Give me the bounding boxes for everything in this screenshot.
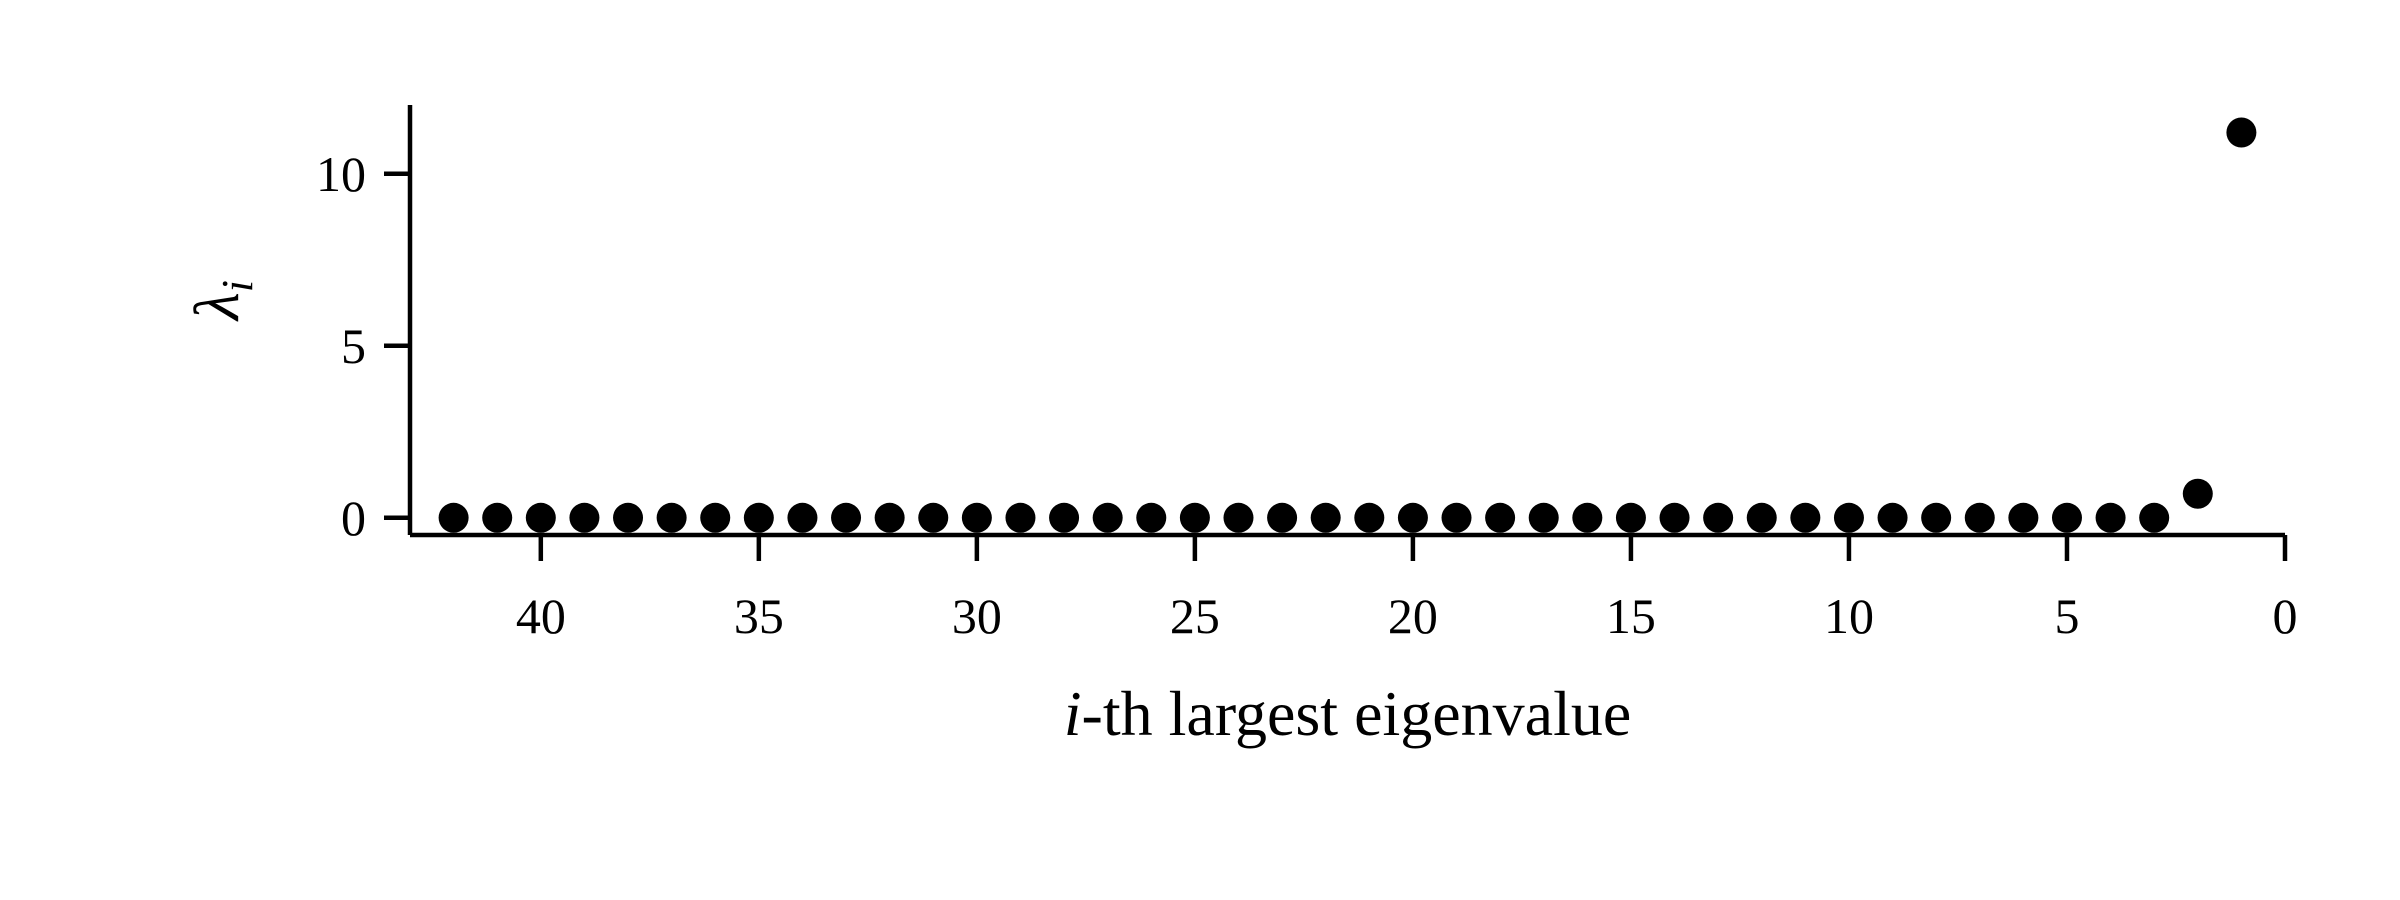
y-axis-ticks: 0 5 10 xyxy=(316,146,410,546)
axes xyxy=(407,105,2285,538)
data-point xyxy=(1615,502,1646,533)
data-point xyxy=(569,502,600,533)
data-point xyxy=(743,502,774,533)
data-point xyxy=(2182,478,2213,509)
data-point xyxy=(1267,502,1298,533)
data-point xyxy=(1354,502,1385,533)
data-point xyxy=(482,502,513,533)
y-axis-title-subscript: i xyxy=(213,280,262,292)
data-point xyxy=(1485,502,1516,533)
data-points xyxy=(438,117,2257,533)
y-tick-label: 5 xyxy=(341,318,366,374)
x-tick-label: 35 xyxy=(734,588,784,644)
x-axis-title-variable: i xyxy=(1064,678,1082,749)
data-point xyxy=(961,502,992,533)
data-point xyxy=(1790,502,1821,533)
data-point xyxy=(1528,502,1559,533)
x-tick-label: 20 xyxy=(1388,588,1438,644)
data-point xyxy=(1703,502,1734,533)
x-tick-label: 30 xyxy=(952,588,1002,644)
data-point xyxy=(787,502,818,533)
data-point xyxy=(700,502,731,533)
data-point xyxy=(1964,502,1995,533)
data-point xyxy=(613,502,644,533)
data-point xyxy=(656,502,687,533)
x-axis-ticks: 40 35 30 25 20 15 10 5 0 xyxy=(516,535,2298,644)
x-tick-label: 10 xyxy=(1824,588,1874,644)
data-point xyxy=(1049,502,1080,533)
data-point xyxy=(1136,502,1167,533)
data-point xyxy=(1746,502,1777,533)
data-point xyxy=(1005,502,1036,533)
data-point xyxy=(2139,502,2170,533)
x-tick-label: 25 xyxy=(1170,588,1220,644)
data-point xyxy=(1659,502,1690,533)
data-point xyxy=(438,502,469,533)
data-point xyxy=(1179,502,1210,533)
x-axis-title: i-th largest eigenvalue xyxy=(1064,678,1632,749)
data-point xyxy=(2051,502,2082,533)
data-point xyxy=(1572,502,1603,533)
data-point xyxy=(2008,502,2039,533)
y-axis-title-symbol: λ xyxy=(181,292,252,322)
data-point xyxy=(1921,502,1952,533)
x-axis-title-text: -th largest eigenvalue xyxy=(1082,678,1632,749)
data-point xyxy=(874,502,905,533)
data-point xyxy=(1877,502,1908,533)
data-point xyxy=(2095,502,2126,533)
data-point xyxy=(525,502,556,533)
y-tick-label: 10 xyxy=(316,146,366,202)
data-point xyxy=(1092,502,1123,533)
data-point xyxy=(1223,502,1254,533)
data-point xyxy=(1310,502,1341,533)
x-tick-label: 15 xyxy=(1606,588,1656,644)
data-point xyxy=(2226,117,2257,148)
x-tick-label: 40 xyxy=(516,588,566,644)
y-tick-label: 0 xyxy=(341,490,366,546)
y-axis-title: λi xyxy=(181,280,262,322)
data-point xyxy=(831,502,862,533)
data-point xyxy=(1397,502,1428,533)
data-point xyxy=(918,502,949,533)
x-tick-label: 0 xyxy=(2273,588,2298,644)
data-point xyxy=(1441,502,1472,533)
x-tick-label: 5 xyxy=(2054,588,2079,644)
data-point xyxy=(1833,502,1864,533)
